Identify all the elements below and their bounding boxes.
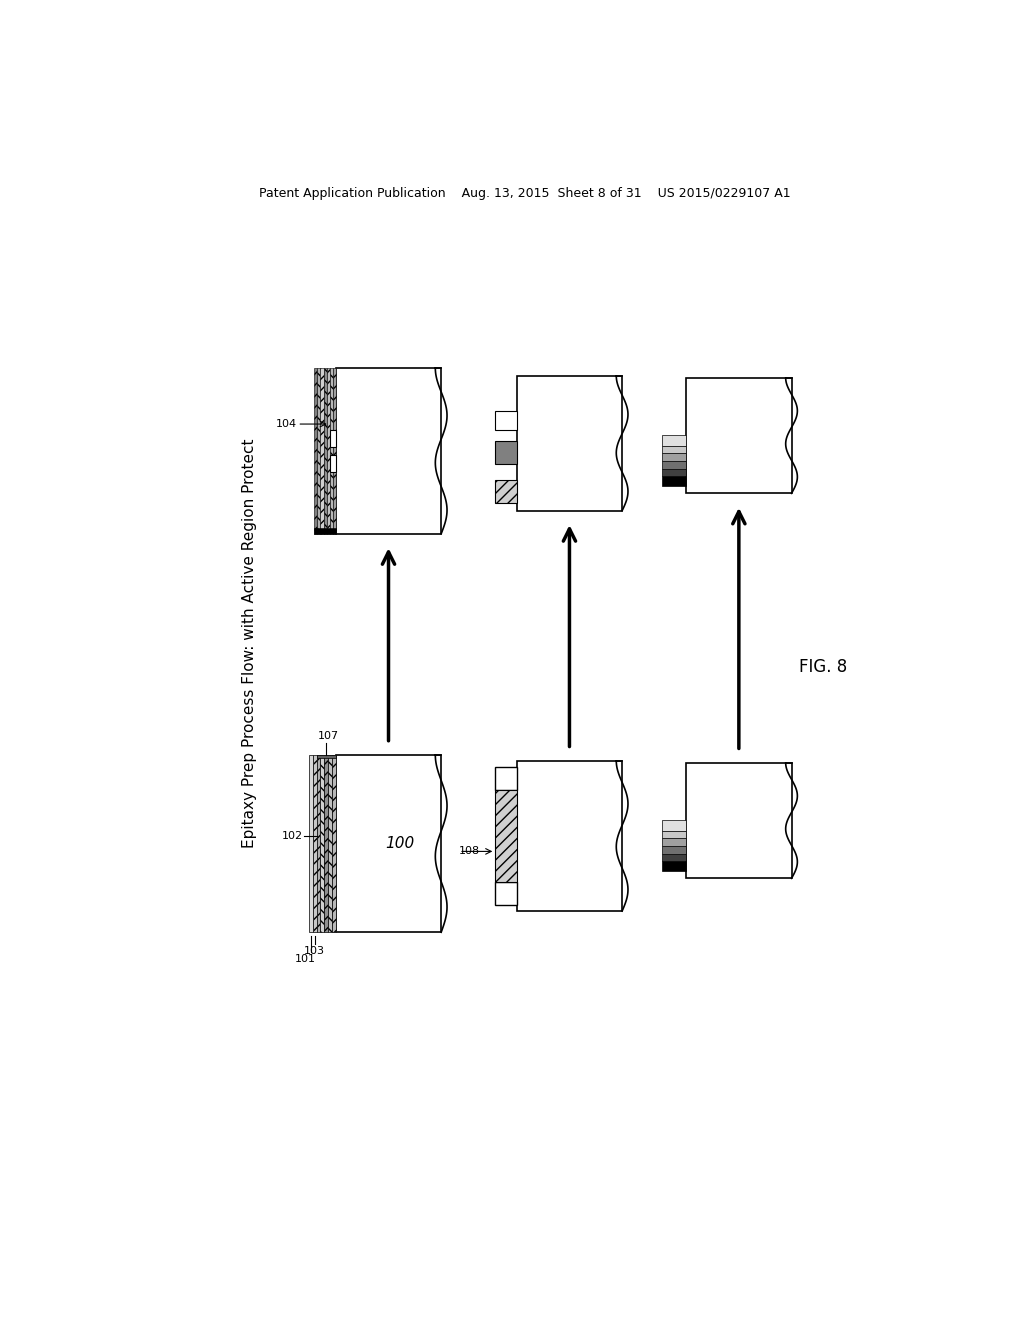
Bar	[333, 368, 336, 533]
Text: 107: 107	[318, 731, 339, 742]
Text: 100: 100	[385, 836, 415, 851]
Bar	[517, 376, 623, 511]
Bar	[325, 755, 328, 932]
Text: FIG. 8: FIG. 8	[800, 657, 848, 676]
Bar	[332, 755, 336, 932]
Text: 102: 102	[282, 832, 303, 841]
Bar	[496, 480, 517, 503]
Bar	[316, 755, 336, 758]
Bar	[662, 820, 686, 830]
Bar	[662, 453, 686, 461]
Bar	[662, 461, 686, 469]
Bar	[328, 755, 332, 932]
Text: 103: 103	[304, 946, 325, 956]
Bar	[336, 755, 441, 932]
Bar	[324, 368, 327, 533]
Bar	[686, 763, 792, 878]
Text: 108: 108	[459, 846, 480, 857]
Bar	[317, 368, 321, 533]
Bar	[662, 838, 686, 846]
Text: Epitaxy Prep Process Flow: with Active Region Protect: Epitaxy Prep Process Flow: with Active R…	[243, 438, 257, 849]
Bar	[662, 477, 686, 486]
Bar	[330, 430, 336, 447]
Bar	[686, 378, 792, 494]
Bar	[496, 882, 517, 906]
Text: Patent Application Publication    Aug. 13, 2015  Sheet 8 of 31    US 2015/022910: Patent Application Publication Aug. 13, …	[259, 186, 791, 199]
Bar	[309, 755, 312, 932]
Bar	[662, 854, 686, 862]
Bar	[314, 368, 317, 533]
Bar	[321, 368, 324, 533]
Bar	[662, 862, 686, 871]
Bar	[662, 434, 686, 446]
Bar	[496, 767, 517, 791]
Bar	[662, 846, 686, 854]
Bar	[312, 755, 316, 932]
Bar	[517, 760, 623, 911]
Bar	[327, 368, 330, 533]
Bar	[496, 411, 517, 430]
Text: 104: 104	[276, 418, 297, 429]
Bar	[662, 469, 686, 477]
Bar	[316, 755, 321, 932]
Bar	[662, 446, 686, 453]
Bar	[496, 441, 517, 465]
Bar	[330, 455, 336, 471]
Bar	[336, 368, 441, 533]
Bar	[330, 368, 333, 533]
Text: 101: 101	[295, 954, 315, 964]
Bar	[321, 755, 325, 932]
Bar	[314, 528, 336, 533]
Bar	[496, 791, 517, 882]
Bar	[662, 830, 686, 838]
